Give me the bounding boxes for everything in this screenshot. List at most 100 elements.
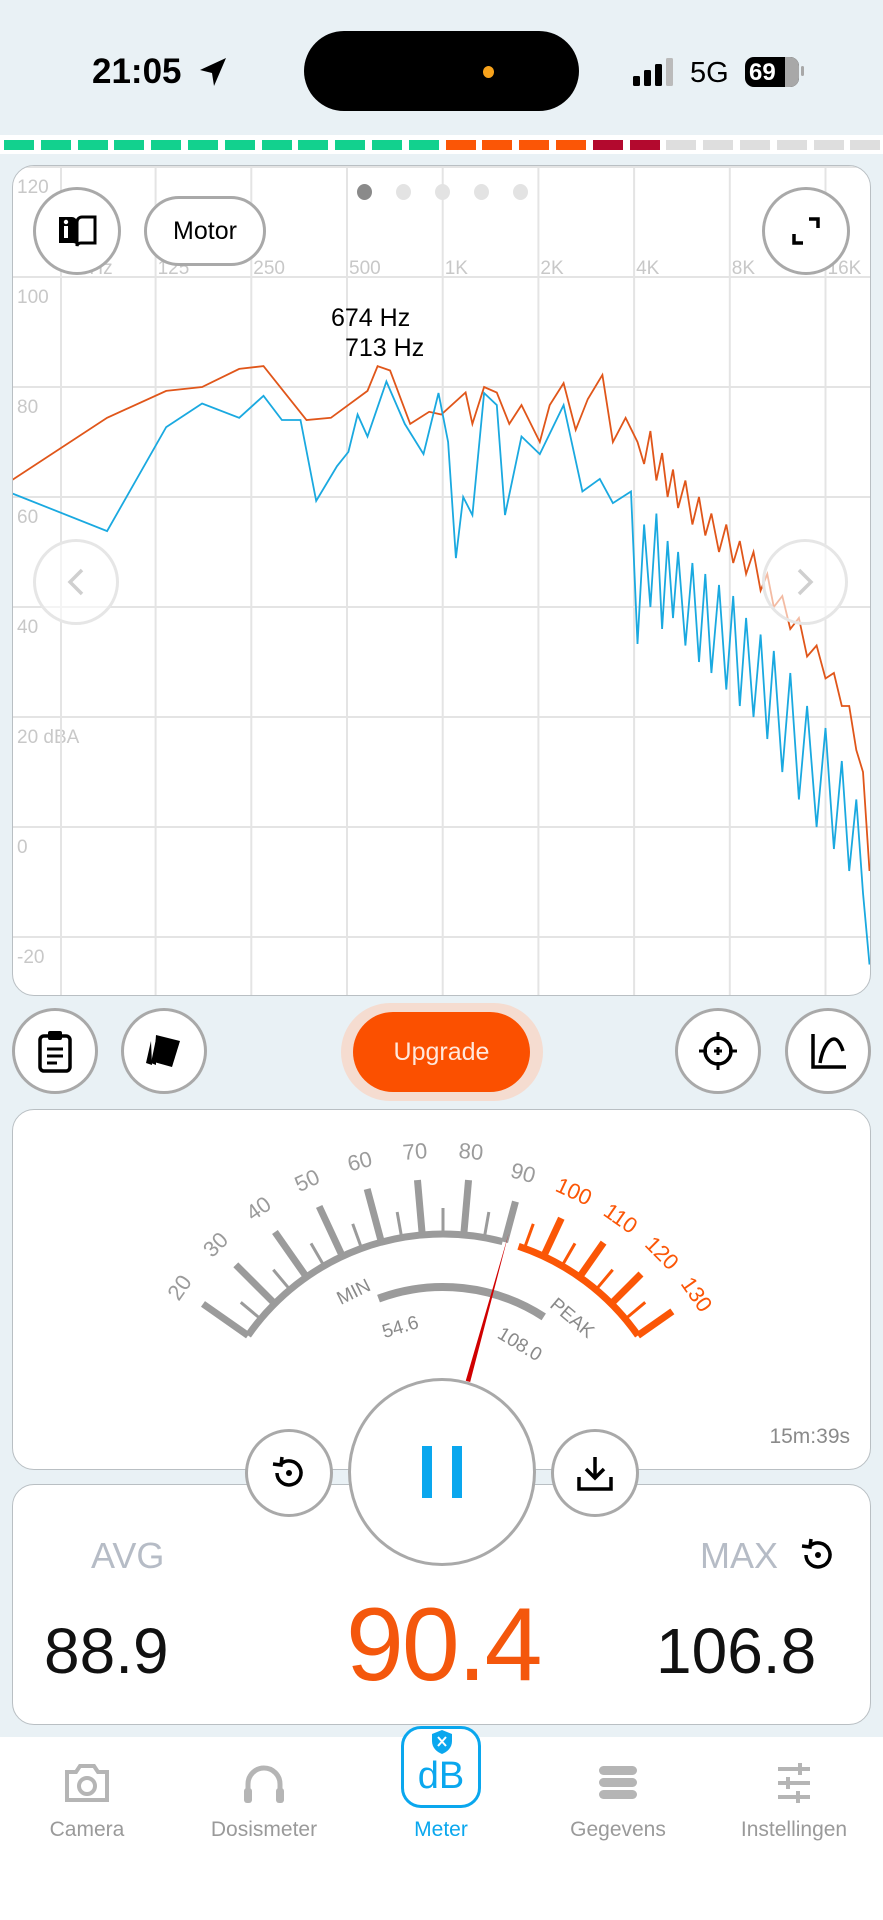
previous-chart-button[interactable] bbox=[33, 539, 119, 625]
gauge-tick bbox=[200, 1301, 251, 1339]
gauge-tick bbox=[501, 1200, 519, 1244]
dynamic-island bbox=[304, 31, 579, 111]
tab-label: Dosismeter bbox=[210, 1818, 318, 1841]
x-tick-label: 500 bbox=[349, 258, 381, 279]
level-segment bbox=[261, 140, 292, 150]
level-segment bbox=[740, 140, 770, 150]
status-bar: 21:05 5G 69 bbox=[0, 0, 883, 134]
recording-dot bbox=[483, 66, 494, 78]
gauge-tick bbox=[316, 1204, 346, 1258]
download-icon bbox=[577, 1457, 613, 1491]
x-tick-label: 1K bbox=[445, 258, 469, 279]
gauge-tick bbox=[272, 1268, 292, 1291]
clipboard-icon bbox=[38, 1031, 72, 1073]
next-chart-button[interactable] bbox=[762, 539, 848, 625]
profile-button[interactable]: Motor bbox=[144, 196, 266, 266]
cards-button[interactable] bbox=[121, 1008, 207, 1094]
peak-frequency-label: 713 Hz bbox=[345, 334, 424, 362]
level-segment bbox=[482, 140, 513, 150]
target-button[interactable] bbox=[675, 1008, 761, 1094]
y-tick-label: 120 bbox=[17, 177, 49, 198]
gauge-label: 30 bbox=[198, 1227, 233, 1262]
level-segment bbox=[372, 140, 402, 150]
avg-value: 88.9 bbox=[44, 1615, 169, 1687]
level-bar bbox=[0, 135, 883, 154]
gauge-scale-arc bbox=[245, 1230, 504, 1338]
page-dot[interactable] bbox=[474, 184, 489, 200]
elapsed-time: 15m:39s bbox=[769, 1425, 850, 1448]
level-segment bbox=[77, 140, 108, 150]
y-tick-label: 0 bbox=[17, 837, 28, 858]
peak-value: 108.0 bbox=[494, 1323, 546, 1365]
pause-button[interactable] bbox=[348, 1378, 536, 1566]
min-peak-arc bbox=[377, 1283, 546, 1321]
max-value: 106.8 bbox=[656, 1615, 817, 1687]
gauge-label: 70 bbox=[402, 1138, 429, 1165]
level-segment bbox=[850, 140, 881, 150]
level-segment bbox=[224, 140, 255, 150]
x-tick-label: 16K bbox=[828, 258, 862, 279]
sliders-icon bbox=[778, 1763, 810, 1803]
peak-label: PEAK bbox=[546, 1294, 599, 1343]
tab-label: Gegevens bbox=[570, 1818, 666, 1841]
y-tick-label: 60 bbox=[17, 507, 38, 528]
y-tick-label: 100 bbox=[17, 287, 49, 308]
gauge-tick bbox=[233, 1262, 278, 1307]
level-segment bbox=[703, 140, 734, 150]
level-segment bbox=[666, 140, 697, 150]
export-button[interactable] bbox=[551, 1429, 639, 1517]
y-tick-label: 40 bbox=[17, 617, 38, 638]
location-arrow-icon bbox=[200, 58, 226, 86]
guide-button[interactable] bbox=[33, 187, 121, 275]
crosshair-icon bbox=[699, 1032, 737, 1070]
y-tick-label: 80 bbox=[17, 397, 38, 418]
page-dot[interactable] bbox=[357, 184, 372, 200]
level-segment bbox=[114, 140, 145, 150]
signal-icon bbox=[633, 58, 673, 86]
shield-icon bbox=[432, 1730, 452, 1754]
y-tick-label: 20 dBA bbox=[17, 727, 80, 748]
curve-chart-icon bbox=[811, 1034, 846, 1069]
level-segment bbox=[776, 140, 807, 150]
gauge-tick bbox=[482, 1211, 491, 1238]
gauge-tick bbox=[635, 1308, 675, 1339]
level-segment bbox=[408, 140, 439, 150]
level-segment bbox=[4, 140, 34, 150]
level-segment bbox=[629, 140, 660, 150]
camera-icon bbox=[65, 1764, 109, 1802]
gauge-tick bbox=[624, 1301, 647, 1321]
gauge-tick bbox=[413, 1179, 426, 1236]
page-dot[interactable] bbox=[513, 184, 528, 200]
page-dot[interactable] bbox=[435, 184, 450, 200]
level-segment bbox=[188, 140, 218, 150]
gauge-danger-arc bbox=[517, 1242, 641, 1338]
database-icon bbox=[599, 1766, 637, 1799]
level-segment bbox=[445, 140, 476, 150]
level-segment bbox=[151, 140, 182, 150]
gauge-tick bbox=[363, 1188, 385, 1244]
min-label: MIN bbox=[334, 1275, 375, 1309]
gauge-label: 130 bbox=[676, 1272, 718, 1316]
reset-button[interactable] bbox=[245, 1429, 333, 1517]
reset-max-button[interactable] bbox=[797, 1534, 839, 1576]
x-tick-label: 4K bbox=[636, 258, 660, 279]
peak-frequency-label: 674 Hz bbox=[331, 304, 410, 332]
graph-mode-button[interactable] bbox=[785, 1008, 871, 1094]
gauge-needle bbox=[465, 1232, 509, 1383]
fullscreen-button[interactable] bbox=[762, 187, 850, 275]
db-meter-icon: dB bbox=[401, 1726, 481, 1808]
x-tick-label: 2K bbox=[540, 258, 564, 279]
min-value: 54.6 bbox=[380, 1312, 421, 1343]
page-dot[interactable] bbox=[396, 184, 411, 200]
level-segment bbox=[519, 140, 550, 150]
notes-button[interactable] bbox=[12, 1008, 98, 1094]
gauge-tick bbox=[540, 1216, 565, 1258]
level-segment bbox=[335, 140, 366, 150]
battery-icon: 69 bbox=[745, 57, 799, 87]
upgrade-button[interactable]: Upgrade bbox=[353, 1012, 530, 1092]
max-label: MAX bbox=[700, 1535, 779, 1576]
chevron-left-icon bbox=[67, 568, 84, 596]
headphones-icon bbox=[244, 1765, 284, 1803]
